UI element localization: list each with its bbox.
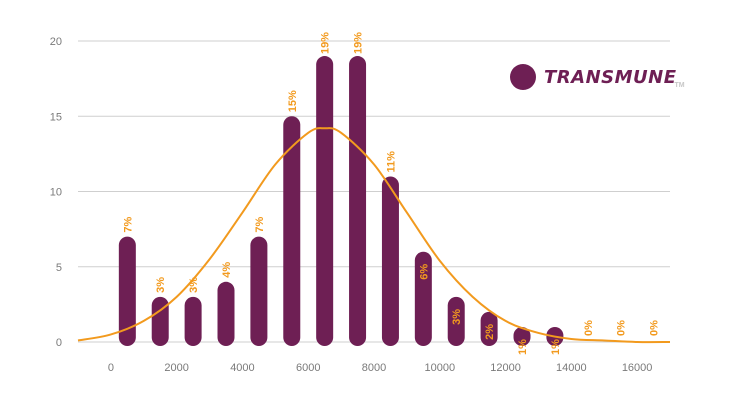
bar-value-label: 0%: [616, 320, 628, 336]
y-tick-label: 0: [56, 337, 62, 349]
bar-value-label: 2%: [484, 324, 496, 340]
bar: [118, 236, 136, 346]
y-tick-label: 10: [50, 187, 62, 199]
bar-value-label: 6%: [418, 264, 430, 280]
bar-value-label: 15%: [287, 90, 299, 112]
bar-value-label: 11%: [385, 151, 397, 173]
gridlines: [78, 40, 670, 343]
bar: [250, 236, 268, 346]
bar: [316, 56, 334, 347]
bar: [447, 296, 465, 346]
bar: [217, 281, 235, 346]
y-tick-label: 15: [50, 111, 62, 123]
y-tick-label: 5: [56, 262, 62, 274]
bar: [381, 176, 399, 346]
bar: [480, 311, 498, 346]
normal-curve: [77, 127, 671, 344]
x-tick-label: 8000: [362, 362, 386, 374]
x-tick-label: 14000: [556, 362, 587, 374]
bar-value-label: 3%: [188, 277, 200, 293]
legend-marker: [510, 64, 536, 90]
bar-value-label: 19%: [320, 32, 332, 54]
bar-value-label: 7%: [122, 217, 134, 233]
bar-value-labels: 7% 3% 3% 4% 7% 15% 19% 19% 11% 6% 3% 2% 1% 1% 0% 0% 0%: [122, 32, 660, 355]
x-tick-label: 2000: [164, 362, 188, 374]
bar-value-label: 7%: [254, 217, 266, 233]
bar: [151, 296, 169, 346]
legend: TRANSMUNE TM: [510, 64, 687, 90]
bar-value-label: 0%: [583, 320, 595, 336]
bar-value-label: 0%: [649, 320, 661, 336]
x-tick-label: 6000: [296, 362, 320, 374]
bar: [414, 251, 432, 346]
bar-value-label: 1%: [517, 339, 529, 355]
bar-value-label: 1%: [550, 339, 562, 355]
bar-value-label: 19%: [353, 32, 365, 54]
normal-curve-line: [77, 127, 671, 344]
bar: [513, 326, 531, 346]
x-axis-ticks: 0 2000 4000 6000 8000 10000 12000 14000 16000: [108, 362, 653, 374]
bar: [349, 56, 367, 347]
x-tick-label: 0: [108, 362, 114, 374]
y-tick-label: 20: [50, 36, 62, 48]
bar-value-label: 4%: [221, 262, 233, 278]
x-tick-label: 10000: [424, 362, 455, 374]
x-tick-label: 16000: [622, 362, 653, 374]
bar-value-label: 3%: [155, 277, 167, 293]
bar-series: [118, 56, 564, 347]
y-axis-ticks: 0 5 10 15 20: [50, 36, 62, 349]
x-tick-label: 4000: [230, 362, 254, 374]
bar-value-label: 3%: [451, 309, 463, 325]
x-tick-label: 12000: [490, 362, 521, 374]
legend-label: TRANSMUNE: [544, 66, 677, 88]
bar: [184, 296, 202, 346]
bar: [283, 116, 301, 346]
legend-trademark: TM: [674, 81, 685, 89]
